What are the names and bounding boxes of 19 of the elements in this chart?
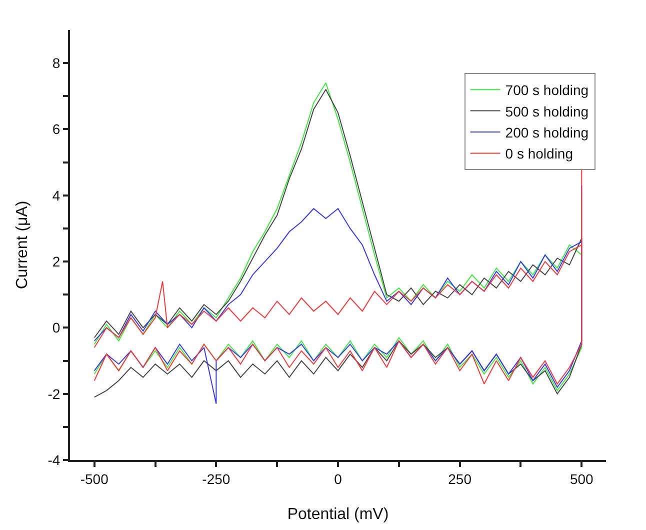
y-tick-label: 4	[52, 187, 60, 204]
y-tick-label: -2	[48, 386, 60, 402]
x-tick-label: 0	[334, 470, 342, 487]
x-axis-title: Potential (mV)	[287, 506, 389, 523]
y-tick-label: 8	[52, 54, 60, 71]
y-axis-title: Current (μA)	[14, 200, 31, 290]
legend-label: 200 s holding	[505, 124, 589, 140]
x-tick-label: -250	[202, 470, 230, 487]
y-tick-label: 2	[52, 253, 60, 270]
line-series	[94, 168, 582, 384]
legend-label: 0 s holding	[505, 146, 573, 162]
x-tick-label: 250	[448, 470, 472, 487]
y-tick-label: 6	[52, 121, 60, 138]
x-tick-label: 500	[570, 470, 594, 487]
legend-label: 700 s holding	[505, 82, 589, 98]
y-tick-label: -4	[48, 452, 60, 468]
y-tick-label: 0	[52, 320, 60, 336]
x-tick-label: -500	[80, 470, 109, 487]
legend-label: 500 s holding	[505, 103, 589, 120]
